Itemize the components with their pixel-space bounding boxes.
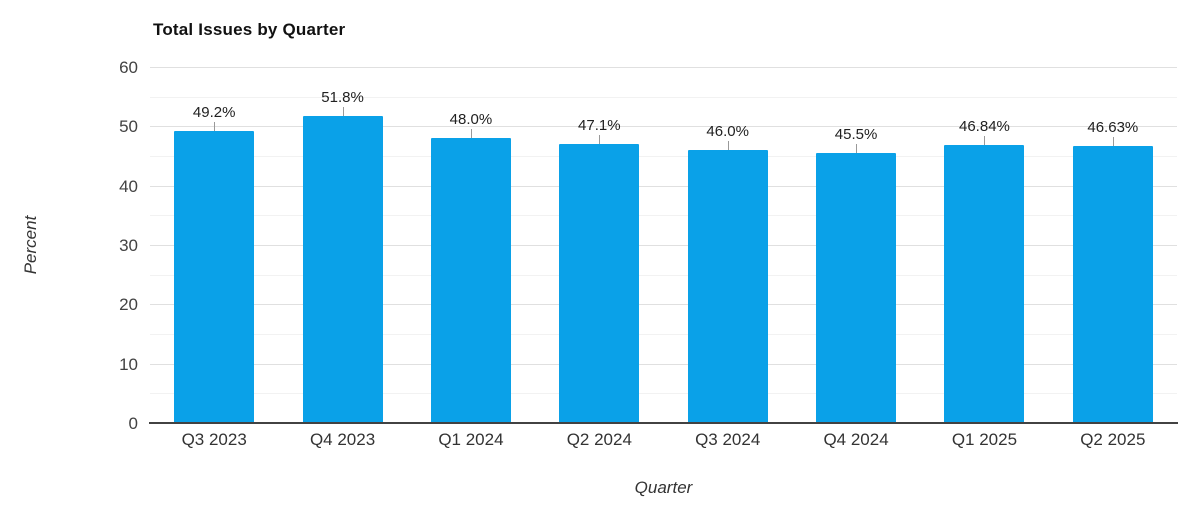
bar-leader-line (856, 144, 858, 154)
x-tick-label: Q3 2023 (181, 430, 247, 449)
bar-q1-2024[interactable] (430, 138, 511, 423)
y-tick-label: 50 (119, 117, 138, 137)
bar-q2-2025[interactable] (1072, 146, 1153, 423)
bar-leader-line (1112, 137, 1114, 147)
bar-value-label: 47.1% (578, 116, 621, 134)
bar-leader-line (470, 129, 472, 139)
bar-q4-2023[interactable] (302, 115, 383, 423)
bar-value-label: 46.0% (706, 123, 749, 141)
bar-value-label: 49.2% (192, 104, 236, 122)
bar-q1-2025[interactable] (944, 145, 1025, 423)
y-axis-title: Percent (21, 215, 40, 275)
x-tick-label: Q4 2023 (309, 430, 376, 449)
bar-value-label: 51.8% (321, 88, 364, 106)
bar-leader-line (599, 134, 601, 144)
y-tick-label: 40 (119, 176, 138, 196)
x-tick-label: Q1 2024 (438, 430, 504, 449)
x-tick-label: Q1 2025 (951, 430, 1018, 449)
x-tick-label: Q4 2024 (823, 430, 889, 449)
major-gridline (150, 67, 1177, 68)
bar-value-label: 46.84% (959, 118, 1010, 136)
x-tick-label: Q3 2024 (695, 430, 761, 449)
bar-value-label: 45.5% (834, 126, 878, 144)
y-tick-label: 0 (128, 414, 138, 433)
x-axis-title: Quarter (634, 478, 693, 497)
bar-leader-line (342, 106, 344, 116)
x-axis-line (149, 422, 1178, 424)
bar-q2-2024[interactable] (559, 143, 640, 423)
y-tick-label: 10 (119, 354, 138, 374)
y-tick-label: 30 (119, 236, 138, 255)
bar-value-label: 48.0% (449, 111, 493, 129)
bar-value-label: 46.63% (1087, 119, 1139, 137)
bar-leader-line (727, 141, 729, 151)
bar-leader-line (214, 122, 216, 132)
y-tick-label: 20 (119, 295, 138, 315)
x-tick-label: Q2 2025 (1080, 430, 1146, 449)
y-tick-label: 60 (119, 58, 138, 77)
chart-title: Total Issues by Quarter (153, 20, 346, 39)
bar-leader-line (984, 136, 986, 146)
bar-q3-2024[interactable] (687, 150, 768, 423)
x-tick-label: Q2 2024 (566, 430, 632, 449)
bar-q3-2023[interactable] (174, 131, 255, 423)
bar-q4-2024[interactable] (816, 153, 897, 423)
